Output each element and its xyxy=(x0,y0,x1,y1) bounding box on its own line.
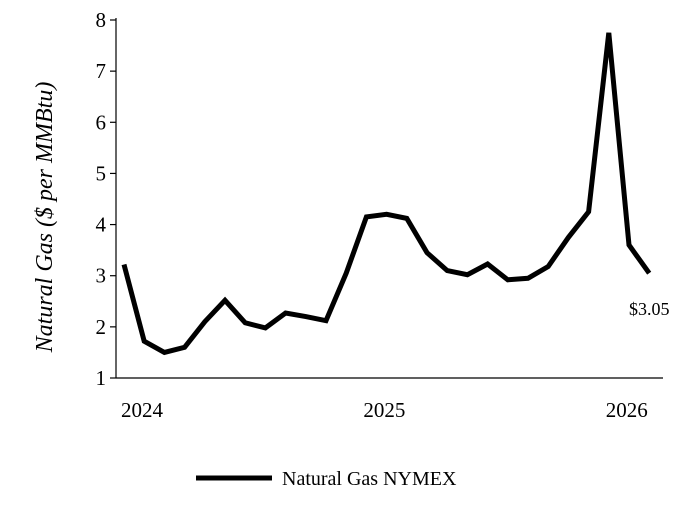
x-tick-label: 2026 xyxy=(606,398,648,422)
y-tick-label: 6 xyxy=(96,110,107,134)
last-value-label: $3.05 xyxy=(629,299,670,319)
y-axis-title: Natural Gas ($ per MMBtu) xyxy=(32,82,58,354)
series-line-natural-gas-nymex xyxy=(121,32,652,356)
legend-label: Natural Gas NYMEX xyxy=(282,468,457,490)
y-tick-label: 7 xyxy=(96,59,107,83)
y-tick-label: 3 xyxy=(96,264,107,288)
x-tick-label: 2024 xyxy=(121,398,164,422)
legend: Natural Gas NYMEX xyxy=(196,468,457,490)
x-tick-label: 2025 xyxy=(363,398,405,422)
y-axis-ticks: 1 2 3 4 5 6 7 8 xyxy=(96,8,116,390)
y-tick-label: 5 xyxy=(96,161,107,185)
x-axis-ticks: 2024 2025 2026 xyxy=(121,398,648,422)
y-tick-label: 4 xyxy=(96,213,107,237)
y-tick-label: 8 xyxy=(96,8,107,32)
y-tick-label: 1 xyxy=(96,366,107,390)
y-tick-label: 2 xyxy=(96,315,107,339)
